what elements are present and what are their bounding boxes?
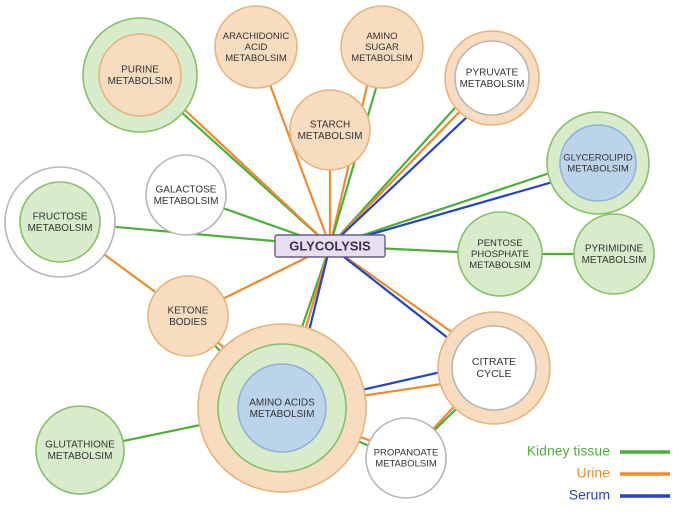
- node-label-pyrimidine: PYRIMIDINEMETABOLSIM: [582, 243, 647, 266]
- node-label-fructose: FRUCTOSEMETABOLSIM: [28, 211, 93, 234]
- node-label-galactose: GALACTOSEMETABOLSIM: [154, 184, 219, 207]
- node-pyruvate: PYRUVATEMETABOLSIM: [445, 31, 539, 125]
- hub-glycolysis: GLYCOLYSIS: [275, 235, 385, 257]
- node-label-ketone: KETONEBODIES: [168, 305, 209, 328]
- node-label-glutathione: GLUTATHIONEMETABOLSIM: [45, 439, 115, 462]
- metabolic-network-diagram: PURINEMETABOLSIMARACHIDONICACIDMETABOLSI…: [0, 0, 682, 516]
- node-citrate: CITRATECYCLE: [438, 312, 550, 424]
- node-glycerolipid: GLYCEROLIPIDMETABOLSIM: [547, 112, 649, 214]
- node-pentose: PENTOSEPHOSPHATEMETABOLSIM: [458, 212, 542, 296]
- node-fructose: FRUCTOSEMETABOLSIM: [5, 167, 115, 277]
- hub-label: GLYCOLYSIS: [289, 238, 371, 253]
- node-purine: PURINEMETABOLSIM: [83, 18, 197, 132]
- node-starch: STARCHMETABOLSIM: [290, 90, 370, 170]
- node-label-pentose: PENTOSEPHOSPHATEMETABOLSIM: [469, 238, 531, 271]
- node-label-glycerolipid: GLYCEROLIPIDMETABOLSIM: [563, 152, 633, 174]
- node-aminosugar: AMINOSUGARMETABOLSIM: [341, 6, 423, 88]
- legend-label-0: Kidney tissue: [527, 443, 610, 459]
- node-label-citrate: CITRATECYCLE: [472, 356, 516, 380]
- node-label-aminoacids: AMINO ACIDSMETABOLSIM: [249, 397, 315, 420]
- node-ketone: KETONEBODIES: [148, 276, 228, 356]
- node-glutathione: GLUTATHIONEMETABOLSIM: [36, 406, 124, 494]
- node-galactose: GALACTOSEMETABOLSIM: [146, 155, 226, 235]
- legend-label-1: Urine: [577, 465, 611, 481]
- node-aminoacids: AMINO ACIDSMETABOLSIM: [198, 324, 366, 492]
- legend-label-2: Serum: [569, 487, 610, 503]
- node-arachidonic: ARACHIDONICACIDMETABOLSIM: [215, 6, 297, 88]
- node-propanoate: PROPANOATEMETABOLSIM: [366, 418, 446, 498]
- node-label-propanoate: PROPANOATEMETABOLSIM: [374, 447, 439, 469]
- node-label-pyruvate: PYRUVATEMETABOLSIM: [460, 67, 525, 90]
- legend: Kidney tissue Urine Serum: [527, 443, 670, 503]
- node-pyrimidine: PYRIMIDINEMETABOLSIM: [574, 214, 654, 294]
